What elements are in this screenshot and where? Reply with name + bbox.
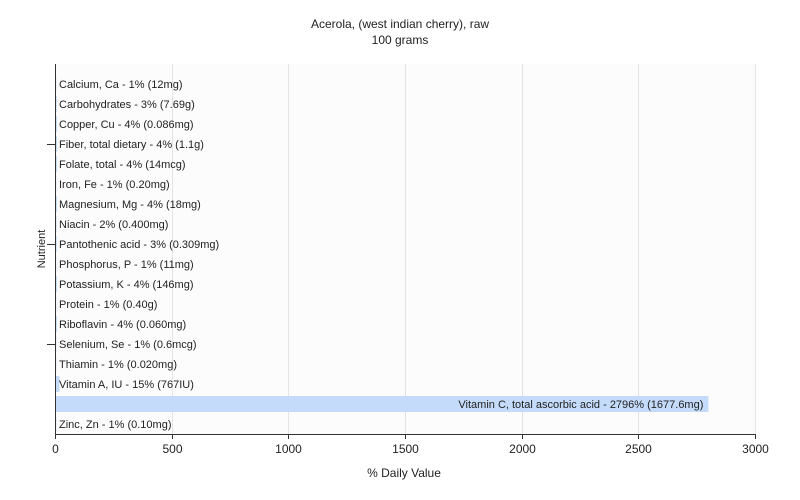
bar (56, 96, 57, 112)
x-tick-label: 2000 (509, 442, 536, 456)
x-tick-label: 1000 (275, 442, 302, 456)
bar-label: Protein - 1% (0.40g) (59, 299, 157, 311)
bar (56, 116, 57, 132)
y-axis-label: Nutrient (36, 230, 48, 269)
bar-label: Carbohydrates - 3% (7.69g) (59, 99, 195, 111)
bar-label: Copper, Cu - 4% (0.086mg) (59, 119, 194, 131)
bar (56, 156, 57, 172)
x-tick-label: 0 (52, 442, 59, 456)
bar-label: Fiber, total dietary - 4% (1.1g) (59, 139, 204, 151)
bar (56, 136, 57, 152)
bars (56, 76, 709, 432)
bar-label: Niacin - 2% (0.400mg) (59, 219, 168, 231)
bar-label: Zinc, Zn - 1% (0.10mg) (59, 419, 171, 431)
bar-labels: Calcium, Ca - 1% (12mg) Carbohydrates - 3… (59, 79, 703, 431)
bar-label: Folate, total - 4% (14mcg) (59, 159, 186, 171)
bar (56, 316, 57, 332)
bar-label: Magnesium, Mg - 4% (18mg) (59, 199, 201, 211)
bar (56, 196, 57, 212)
x-tick-label: 1500 (392, 442, 419, 456)
bar-label: Iron, Fe - 1% (0.20mg) (59, 179, 170, 191)
bar (56, 236, 57, 252)
bar-label: Potassium, K - 4% (146mg) (59, 279, 194, 291)
bar (56, 376, 60, 392)
bar-label: Selenium, Se - 1% (0.6mcg) (59, 339, 197, 351)
chart-title: Acerola, (west indian cherry), raw (311, 17, 489, 31)
bar-label: Pantothenic acid - 3% (0.309mg) (59, 239, 219, 251)
axes (47, 64, 756, 439)
chart-subtitle: 100 grams (372, 33, 429, 47)
bar-label: Vitamin C, total ascorbic acid - 2796% (… (458, 399, 703, 411)
gridlines (172, 64, 756, 434)
bar-label: Vitamin A, IU - 15% (767IU) (59, 379, 194, 391)
bar-label: Thiamin - 1% (0.020mg) (59, 359, 177, 371)
x-tick-label: 3000 (742, 442, 769, 456)
x-tick-label: 2500 (625, 442, 652, 456)
bar-label: Calcium, Ca - 1% (12mg) (59, 79, 182, 91)
bar (56, 276, 57, 292)
x-axis-label: % Daily Value (367, 466, 441, 480)
bar-label: Phosphorus, P - 1% (11mg) (59, 259, 194, 271)
bar (56, 396, 709, 412)
bar-label: Riboflavin - 4% (0.060mg) (59, 319, 186, 331)
x-tick-labels: 0 500 1000 1500 2000 2500 3000 (52, 442, 769, 456)
x-tick-label: 500 (162, 442, 182, 456)
